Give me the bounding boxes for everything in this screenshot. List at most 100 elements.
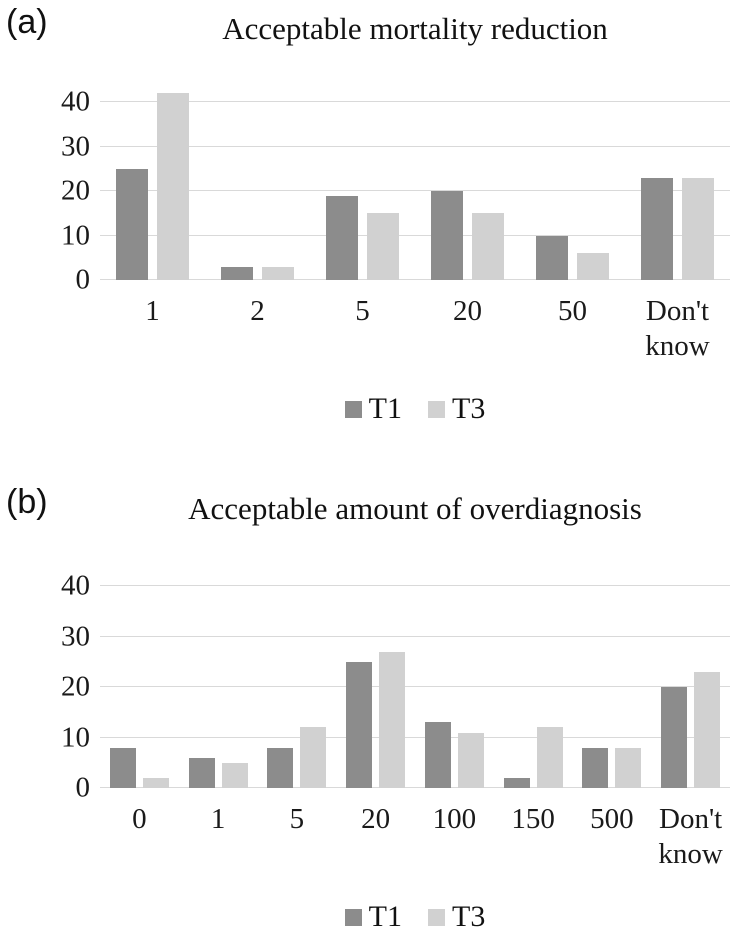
bar-group xyxy=(415,566,494,788)
legend-swatch-t1 xyxy=(344,908,362,926)
gridline-10 xyxy=(100,736,730,738)
x-tick-label: 1 xyxy=(145,295,160,327)
x-tick-label: 5 xyxy=(355,295,370,327)
legend-swatch-t1 xyxy=(344,400,362,418)
y-tick-label-40: 40 xyxy=(61,569,90,602)
legend-item-t1: T1 xyxy=(344,392,402,425)
bar-t3 xyxy=(615,747,642,788)
bar-t1 xyxy=(267,747,294,788)
chart-b-y-axis: 0 10 20 30 40 xyxy=(0,566,100,802)
legend-label-t1: T1 xyxy=(368,392,402,425)
bar-t3 xyxy=(536,727,563,788)
y-tick-label-40: 40 xyxy=(61,85,90,118)
chart-a-title: Acceptable mortality reduction xyxy=(222,11,608,46)
y-tick-label-30: 30 xyxy=(61,130,90,163)
bar-t1 xyxy=(503,777,530,788)
bar-t1 xyxy=(431,191,463,280)
y-tick-label-10: 10 xyxy=(61,721,90,754)
legend-item-t1: T1 xyxy=(344,900,402,933)
panel-label-b: (b) xyxy=(6,483,48,521)
x-tick-label: 100 xyxy=(432,803,477,835)
y-tick-label-0: 0 xyxy=(75,263,91,296)
gridline-20 xyxy=(100,190,730,192)
bar-groups xyxy=(100,80,730,280)
bar-group xyxy=(205,80,310,280)
x-tick-label: 5 xyxy=(289,803,305,835)
bar-group xyxy=(494,566,573,788)
legend-item-t3: T3 xyxy=(428,902,485,932)
y-tick-label-0: 0 xyxy=(75,771,91,804)
bar-group xyxy=(651,566,730,788)
legend-label-t3: T3 xyxy=(452,900,486,933)
gridline-20 xyxy=(100,686,730,688)
chart-panel-a: (a) Acceptable mortality reduction 0 10 20… xyxy=(0,0,737,426)
bar-t1 xyxy=(641,177,673,280)
x-tick-label: 20 xyxy=(453,295,482,327)
bar-group xyxy=(573,566,652,788)
bar-group xyxy=(415,80,520,280)
legend-swatch-t3 xyxy=(428,400,445,418)
bar-t3 xyxy=(694,671,721,788)
bar-group xyxy=(520,80,625,280)
chart-a-y-axis: 0 10 20 30 40 xyxy=(0,80,100,294)
bar-group xyxy=(625,80,730,280)
chart-a-body: 0 10 20 30 40 xyxy=(0,80,730,294)
chart-b-header: (b) Acceptable amount of overdiagnosis xyxy=(0,480,737,540)
gridline-0 xyxy=(100,787,730,788)
chart-b-plot-area xyxy=(100,566,730,788)
x-tick-label: 500 xyxy=(590,803,634,835)
bar-group xyxy=(258,566,337,788)
x-tick-label: Don't know xyxy=(645,295,710,362)
bar-t1 xyxy=(188,757,215,788)
x-tick-label: 50 xyxy=(558,295,587,327)
chart-a-plot-area xyxy=(100,80,730,280)
bar-t3 xyxy=(682,177,714,280)
bar-group xyxy=(179,566,258,788)
chart-a-legend: T1 T3 xyxy=(100,392,730,426)
bar-t1 xyxy=(661,687,688,788)
bar-groups xyxy=(100,566,730,788)
chart-a-x-axis: 1 2 5 20 50 Don't know xyxy=(100,294,730,366)
chart-b-legend: T1 T3 xyxy=(100,900,730,934)
x-tick-label: 2 xyxy=(250,295,265,327)
bar-t3 xyxy=(142,777,169,788)
bar-t3 xyxy=(157,93,189,280)
bar-group xyxy=(100,566,179,788)
chart-a-header: (a) Acceptable mortality reduction xyxy=(0,0,737,60)
bar-t1 xyxy=(221,266,253,280)
bar-t3 xyxy=(367,213,399,280)
panel-label-a: (a) xyxy=(6,3,48,41)
bar-t1 xyxy=(346,661,373,788)
y-tick-label-10: 10 xyxy=(61,219,90,252)
bar-t1 xyxy=(109,747,136,788)
gridline-30 xyxy=(100,145,730,147)
y-tick-label-20: 20 xyxy=(61,670,90,703)
x-tick-label: 1 xyxy=(210,803,226,835)
legend-label-t3: T3 xyxy=(452,392,486,425)
bar-group xyxy=(336,566,415,788)
gridline-30 xyxy=(100,635,730,637)
bar-t3 xyxy=(577,253,609,280)
bar-t3 xyxy=(379,651,406,788)
bar-t1 xyxy=(116,168,148,280)
x-tick-label: 150 xyxy=(511,803,555,835)
bar-t3 xyxy=(457,732,484,788)
bar-t1 xyxy=(326,195,358,280)
y-tick-label-30: 30 xyxy=(61,620,90,653)
gridline-0 xyxy=(100,279,730,280)
x-tick-label: Don't know xyxy=(658,803,723,870)
x-tick-label: 20 xyxy=(361,803,391,835)
y-tick-label-20: 20 xyxy=(61,174,90,207)
gridline-40 xyxy=(100,101,730,103)
chart-b-title: Acceptable amount of overdiagnosis xyxy=(188,491,642,526)
bar-t3 xyxy=(221,762,248,788)
chart-b-x-axis: 0 1 5 20 100 150 500 Don't know xyxy=(100,802,730,874)
chart-panel-b: (b) Acceptable amount of overdiagnosis 0… xyxy=(0,480,737,934)
legend-swatch-t3 xyxy=(428,908,445,926)
bar-t3 xyxy=(472,213,504,280)
bar-t1 xyxy=(582,747,609,788)
bar-t3 xyxy=(262,266,294,280)
bar-t1 xyxy=(424,722,451,788)
legend-label-t1: T1 xyxy=(368,900,402,933)
